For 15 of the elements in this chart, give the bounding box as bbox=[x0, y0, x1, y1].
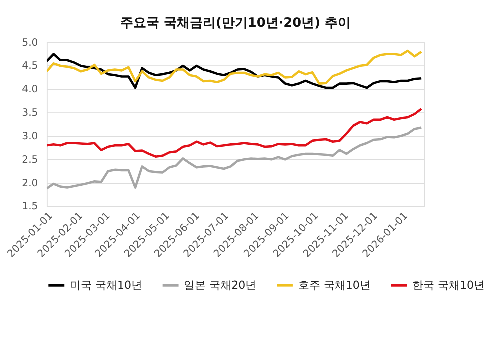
legend-label: 미국 국채10년 bbox=[70, 279, 143, 292]
legend-label: 한국 국채10년 bbox=[412, 279, 486, 292]
legend-label: 호주 국채10년 bbox=[298, 279, 371, 292]
y-tick-label: 3.0 bbox=[22, 131, 38, 142]
y-tick-label: 4.5 bbox=[22, 61, 38, 72]
line-series bbox=[46, 126, 423, 190]
line-series bbox=[46, 108, 423, 158]
y-tick-label: 2.0 bbox=[22, 178, 38, 190]
y-tick-label: 4.0 bbox=[22, 84, 38, 96]
legend-label: 일본 국채20년 bbox=[184, 279, 257, 292]
chart-title: 주요국 국채금리(만기10년·20년) 추이 bbox=[120, 16, 351, 31]
y-tick-label: 5.0 bbox=[22, 38, 38, 49]
y-tick-label: 2.5 bbox=[22, 154, 38, 166]
y-tick-label: 3.5 bbox=[22, 108, 38, 120]
y-tick-label: 1.5 bbox=[22, 202, 38, 213]
